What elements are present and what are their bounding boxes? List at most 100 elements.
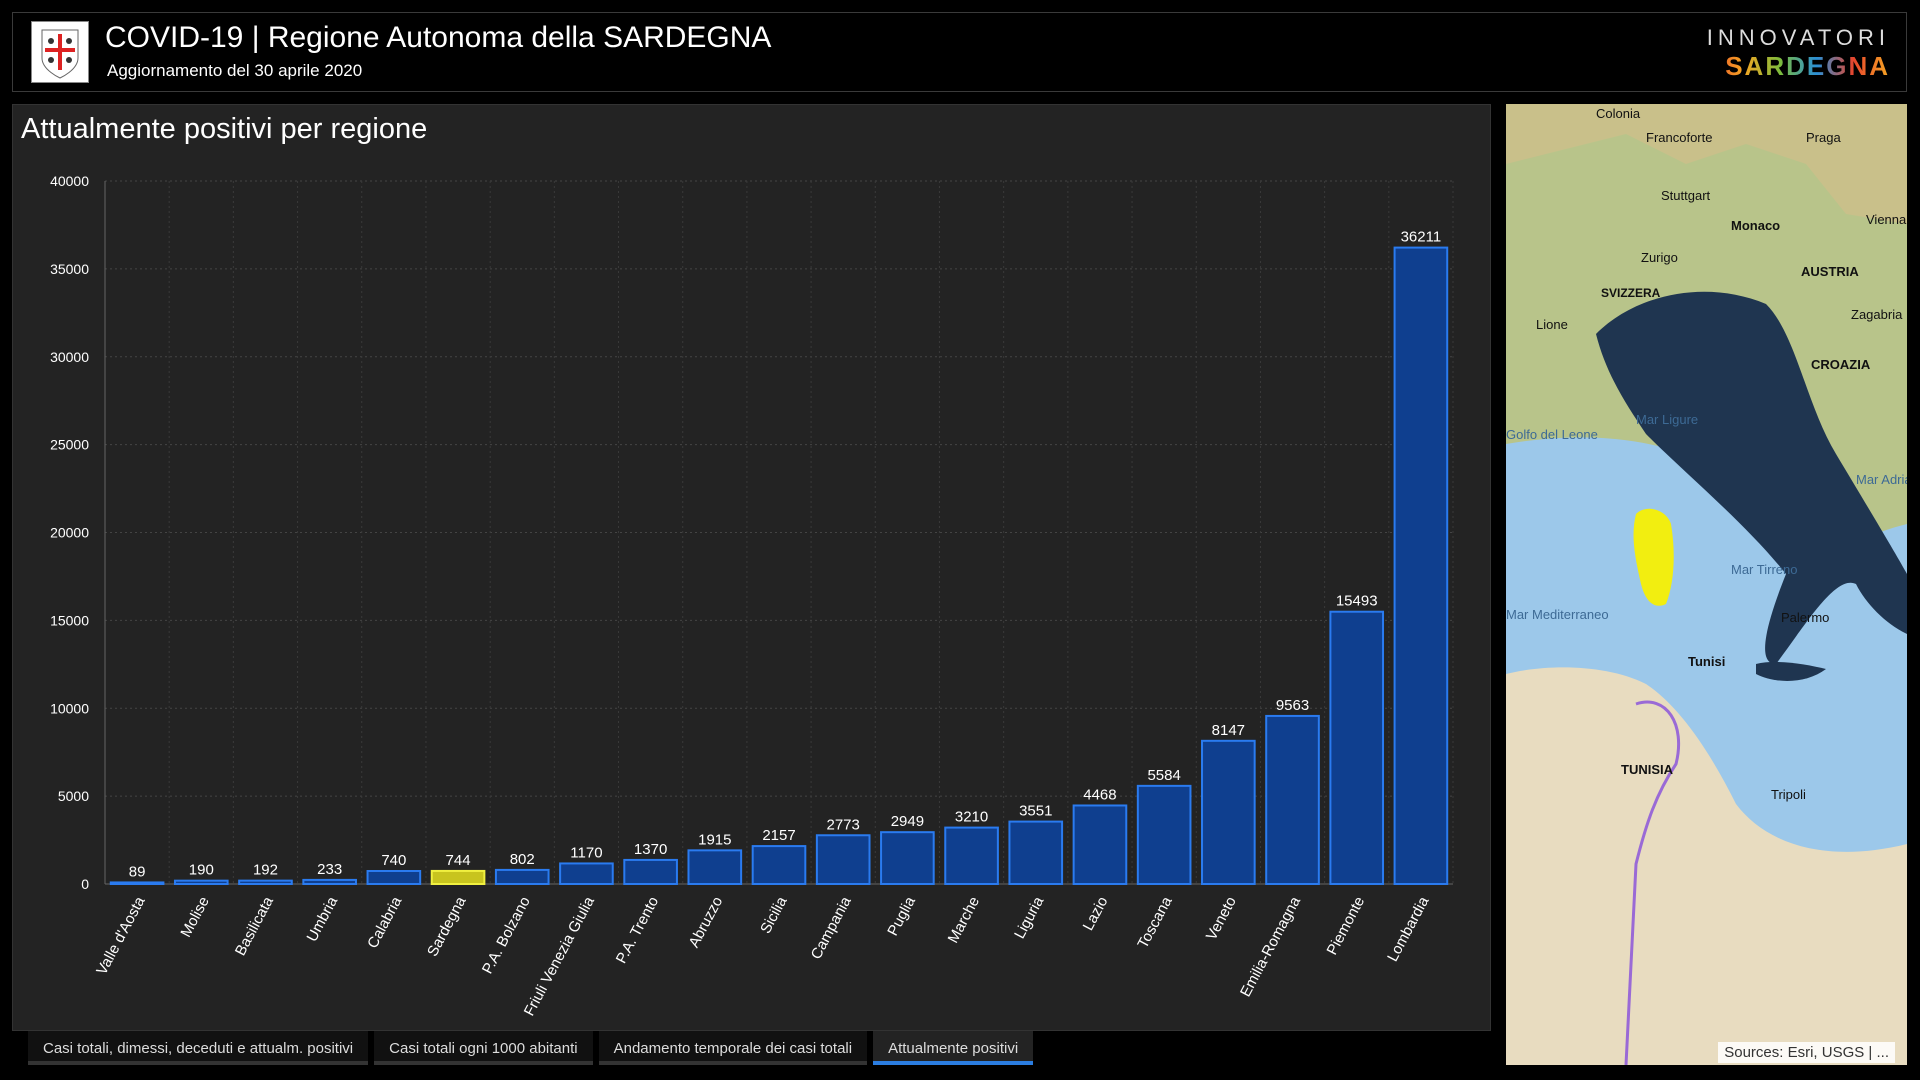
data-label: 4468 <box>1083 786 1116 803</box>
y-tick-label: 15000 <box>50 612 89 628</box>
map-label: Tunisi <box>1688 654 1725 669</box>
x-tick-label: Toscana <box>1134 893 1176 951</box>
map-label: Francoforte <box>1646 130 1712 145</box>
x-tick-label: Veneto <box>1203 894 1240 943</box>
bar <box>751 845 807 885</box>
map-attribution[interactable]: Sources: Esri, USGS | ... <box>1718 1042 1895 1063</box>
x-tick-label: Valle d'Aosta <box>93 893 149 977</box>
data-label: 9563 <box>1276 697 1309 714</box>
bar <box>109 881 165 886</box>
map-view[interactable]: Colonia Francoforte Praga Stuttgart Mona… <box>1506 104 1907 1065</box>
y-tick-label: 25000 <box>50 437 89 453</box>
dashboard-title: COVID-19 | Regione Autonoma della SARDEG… <box>105 21 772 54</box>
x-tick-label: Piemonte <box>1323 894 1368 958</box>
bar <box>1201 739 1256 885</box>
data-label: 89 <box>129 863 146 880</box>
bar <box>623 858 678 885</box>
land-africa <box>1506 667 1907 1065</box>
map-label: Mar Ligure <box>1636 412 1698 427</box>
map-label: Stuttgart <box>1661 188 1711 203</box>
map-label: Monaco <box>1731 218 1780 233</box>
data-label: 8147 <box>1212 722 1245 739</box>
map-label: Vienna <box>1866 212 1907 227</box>
x-tick-label: Lombardia <box>1384 893 1433 964</box>
innovatori-sardegna-logo: INNOVATORI SARDEGNA <box>1707 25 1890 82</box>
data-label: 744 <box>446 852 471 869</box>
tab-casi-per-1000[interactable]: Casi totali ogni 1000 abitanti <box>374 1031 593 1065</box>
map-label: Mar Mediterraneo <box>1506 607 1609 622</box>
x-tick-label: Calabria <box>364 893 406 951</box>
map-canvas[interactable]: Colonia Francoforte Praga Stuttgart Mona… <box>1506 104 1907 1065</box>
bar <box>1393 246 1449 885</box>
map-label: AUSTRIA <box>1801 264 1859 279</box>
tab-attualmente-positivi[interactable]: Attualmente positivi <box>873 1031 1034 1065</box>
header: COVID-19 | Regione Autonoma della SARDEG… <box>12 12 1907 92</box>
bar <box>1329 610 1385 885</box>
bar <box>1265 714 1320 886</box>
tab-casi-totali[interactable]: Casi totali, dimessi, deceduti e attualm… <box>28 1031 369 1065</box>
x-tick-label: Campania <box>808 893 855 962</box>
data-label: 192 <box>253 862 278 879</box>
data-label: 2949 <box>891 813 924 830</box>
map-label: TUNISIA <box>1621 762 1674 777</box>
map-label: Praga <box>1806 130 1841 145</box>
map-label: Mar Tirreno <box>1731 562 1797 577</box>
data-label: 740 <box>381 852 406 869</box>
bar <box>430 869 486 885</box>
map-label: Mar Adriatico <box>1856 472 1907 487</box>
data-label: 1915 <box>698 831 731 848</box>
x-tick-label: Friuli Venezia Giulia <box>521 893 599 1019</box>
chart-panel: 0 5000 10000 15000 20000 25000 30000 35000 40000… <box>12 104 1491 1031</box>
y-tick-label: 35000 <box>50 261 89 277</box>
data-label: 233 <box>317 861 342 878</box>
x-tick-label: Emilia-Romagna <box>1237 893 1304 999</box>
italy-region <box>1596 291 1907 664</box>
sardinia-coat-of-arms-logo <box>31 21 89 83</box>
bar <box>815 834 871 885</box>
data-label: 1370 <box>634 841 667 858</box>
data-label: 2773 <box>827 816 860 833</box>
bar <box>494 868 550 885</box>
update-date: Aggiornamento del 30 aprile 2020 <box>107 61 363 80</box>
x-tick-label: Abruzzo <box>685 894 726 951</box>
data-label: 190 <box>189 862 214 879</box>
y-tick-label: 5000 <box>58 788 89 804</box>
x-tick-label: Molise <box>177 894 212 940</box>
bar <box>238 879 293 886</box>
brand-bottom: SARDEGNA <box>1707 51 1890 82</box>
map-label: Lione <box>1536 317 1568 332</box>
x-tick-label: Puglia <box>884 893 919 938</box>
bar <box>944 826 999 885</box>
x-tick-label: Lazio <box>1080 894 1112 934</box>
brand-top: INNOVATORI <box>1706 25 1890 50</box>
x-tick-label: Liguria <box>1011 893 1047 941</box>
map-label: Golfo del Leone <box>1506 427 1598 442</box>
bar <box>880 831 935 885</box>
bar <box>687 849 743 885</box>
bar <box>1072 804 1128 886</box>
bar-chart: 0 5000 10000 15000 20000 25000 30000 35000 40000… <box>50 173 1454 1019</box>
data-label: 2157 <box>762 827 795 844</box>
data-label: 5584 <box>1147 767 1180 784</box>
x-tick-label: Sicilia <box>757 893 791 936</box>
data-label: 3210 <box>955 809 988 826</box>
x-tick-label: P.A. Bolzano <box>479 894 534 977</box>
map-label: Tripoli <box>1771 787 1806 802</box>
y-tick-label: 40000 <box>50 173 89 189</box>
data-label: 36211 <box>1401 229 1442 246</box>
map-label: Palermo <box>1781 610 1829 625</box>
map-label: Zagabria <box>1851 307 1903 322</box>
bar <box>1008 820 1064 886</box>
x-tick-label: Basilicata <box>232 893 277 958</box>
bar <box>559 862 614 886</box>
sardinia-highlight <box>1633 508 1674 606</box>
land-north <box>1506 104 1907 224</box>
chart-title: Attualmente positivi per regione <box>21 113 428 145</box>
tab-andamento-temporale[interactable]: Andamento temporale dei casi totali <box>598 1031 868 1065</box>
data-label: 3551 <box>1019 803 1052 820</box>
y-tick-label: 20000 <box>50 525 89 541</box>
bar <box>173 879 229 886</box>
y-tick-label: 30000 <box>50 349 89 365</box>
x-tick-label: Marche <box>945 894 983 946</box>
bar <box>366 869 422 886</box>
